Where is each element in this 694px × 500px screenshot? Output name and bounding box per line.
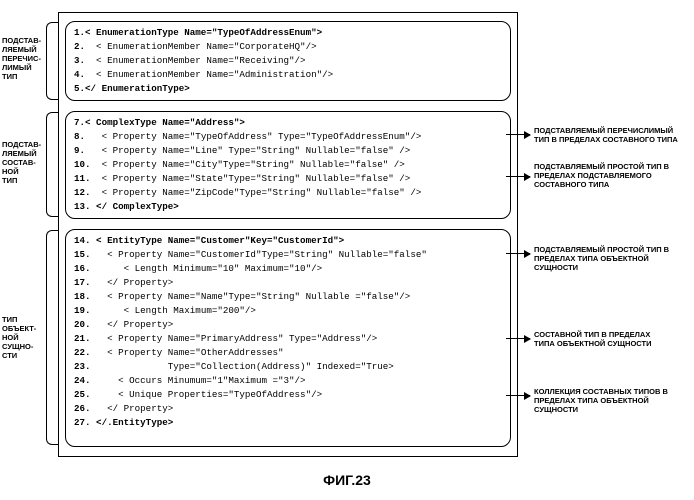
- code-line: 2. < EnumerationMember Name="CorporateHQ…: [74, 40, 502, 54]
- code-line: 26. </ Property>: [74, 402, 502, 416]
- code-line: 14. < EntityType Name="Customer"Key="Cus…: [74, 234, 502, 248]
- code-line: 22. < Property Name="OtherAddresses": [74, 346, 502, 360]
- code-line: 19. < Length Maximum="200"/>: [74, 304, 502, 318]
- right-label-4: СОСТАВНОЙ ТИП В ПРЕДЕЛАХ ТИПА ОБЪЕКТНОЙ …: [534, 330, 689, 348]
- arrow-icon: [506, 395, 530, 396]
- arrow-icon: [506, 253, 530, 254]
- code-line: 11. < Property Name="State"Type="String"…: [74, 172, 502, 186]
- left-label-enum: ПОДСТАВ- ЛЯЕМЫЙ ПЕРЕЧИС- ЛИМЫЙ ТИП: [2, 36, 52, 81]
- code-line: 7.< ComplexType Name="Address">: [74, 116, 502, 130]
- figure-label: ФИГ.23: [0, 472, 694, 488]
- code-line: 5.</ EnumerationType>: [74, 82, 502, 96]
- code-line: 8. < Property Name="TypeOfAddress" Type=…: [74, 130, 502, 144]
- right-label-2: ПОДСТАВЛЯЕМЫЙ ПРОСТОЙ ТИП В ПРЕДЕЛАХ ПОД…: [534, 162, 689, 189]
- code-line: 15. < Property Name="CustomerId"Type="St…: [74, 248, 502, 262]
- complex-type-box: 7.< ComplexType Name="Address"> 8. < Pro…: [65, 111, 511, 219]
- right-label-1: ПОДСТАВЛЯЕМЫЙ ПЕРЕЧИСЛИМЫЙ ТИП В ПРЕДЕЛА…: [534, 126, 689, 144]
- code-line: 18. < Property Name="Name"Type="String" …: [74, 290, 502, 304]
- code-line: 24. < Occurs Minumum="1"Maximum ="3"/>: [74, 374, 502, 388]
- code-line: 3. < EnumerationMember Name="Receiving"/…: [74, 54, 502, 68]
- code-line: 12. < Property Name="ZipCode"Type="Strin…: [74, 186, 502, 200]
- code-line: 17. </ Property>: [74, 276, 502, 290]
- entity-type-box: 14. < EntityType Name="Customer"Key="Cus…: [65, 229, 511, 447]
- code-line: 1.< EnumerationType Name="TypeOfAddressE…: [74, 26, 502, 40]
- code-line: 23. Type="Collection(Address)" Indexed="…: [74, 360, 502, 374]
- left-label-complex: ПОДСТАВ- ЛЯЕМЫЙ СОСТАВ- НОЙ ТИП: [2, 140, 52, 185]
- code-line: 21. < Property Name="PrimaryAddress" Typ…: [74, 332, 502, 346]
- arrow-icon: [506, 176, 530, 177]
- enum-type-box: 1.< EnumerationType Name="TypeOfAddressE…: [65, 21, 511, 101]
- left-label-entity: ТИП ОБЪЕКТ- НОЙ СУЩНО- СТИ: [2, 315, 52, 360]
- code-line: 13. </ ComplexType>: [74, 200, 502, 214]
- right-label-5: КОЛЛЕКЦИЯ СОСТАВНЫХ ТИПОВ В ПРЕДЕЛАХ ТИП…: [534, 387, 689, 414]
- main-frame: 1.< EnumerationType Name="TypeOfAddressE…: [58, 12, 518, 457]
- code-line: 9. < Property Name="Line" Type="String" …: [74, 144, 502, 158]
- code-line: 25. < Unique Properties="TypeOfAddress"/…: [74, 388, 502, 402]
- arrow-icon: [506, 134, 530, 135]
- code-line: 20. </ Property>: [74, 318, 502, 332]
- code-line: 27. </.EntityType>: [74, 416, 502, 430]
- code-line: 4. < EnumerationMember Name="Administrat…: [74, 68, 502, 82]
- arrow-icon: [506, 338, 530, 339]
- code-line: 16. < Length Minimum="10" Maximum="10"/>: [74, 262, 502, 276]
- right-label-3: ПОДСТАВЛЯЕМЫЙ ПРОСТОЙ ТИП В ПРЕДЕЛАХ ТИП…: [534, 245, 689, 272]
- code-line: 10. < Property Name="City"Type="String" …: [74, 158, 502, 172]
